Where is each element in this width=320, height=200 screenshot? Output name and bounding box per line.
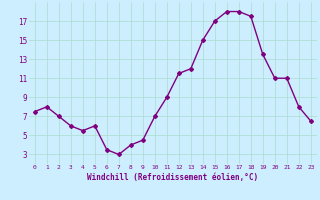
X-axis label: Windchill (Refroidissement éolien,°C): Windchill (Refroidissement éolien,°C) — [87, 173, 258, 182]
